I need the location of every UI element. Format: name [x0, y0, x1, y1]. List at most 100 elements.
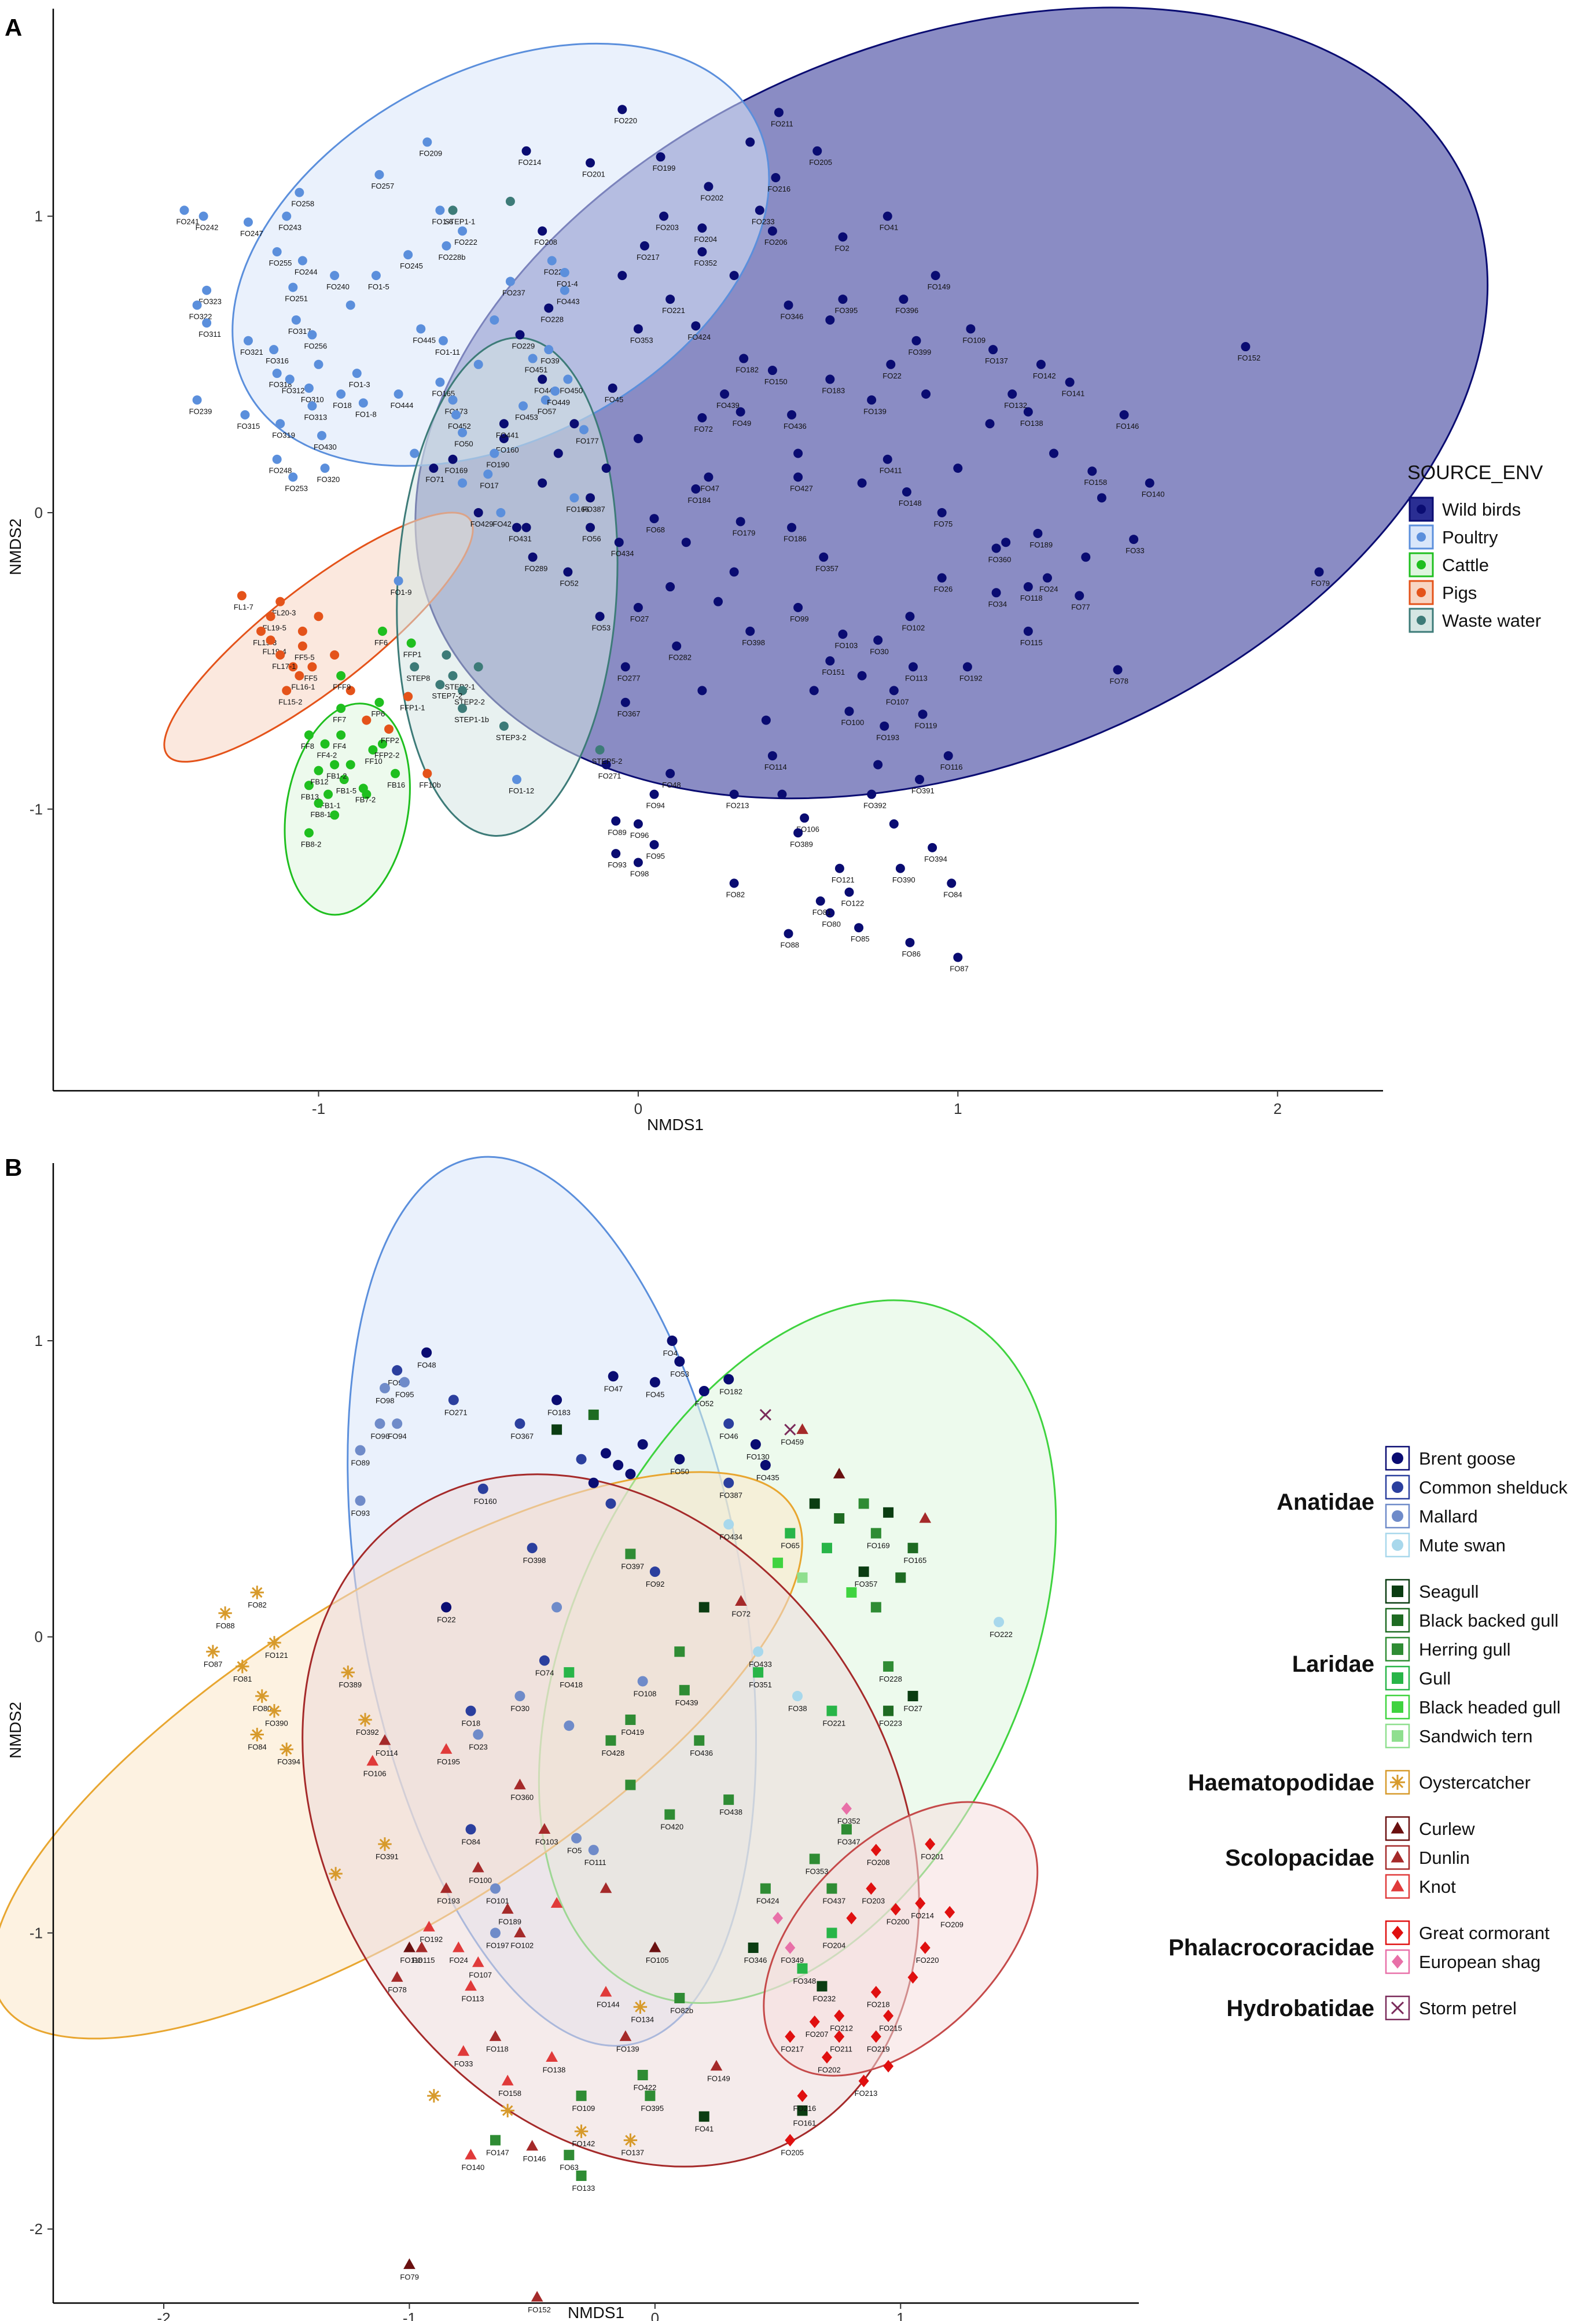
point-dunlin [919, 1512, 932, 1523]
point-fo141 [1065, 377, 1075, 387]
point-label: FO45 [646, 1391, 665, 1399]
point-fo48 [665, 768, 675, 778]
point-ffp1-1 [403, 691, 413, 701]
point-label: FB1-5 [336, 786, 356, 795]
point-label: FO86 [902, 950, 921, 958]
point-fo201 [586, 158, 595, 168]
point-fo209 [944, 1906, 955, 1919]
point-fo424 [760, 1883, 771, 1894]
point-fo443 [560, 285, 569, 295]
point-brent-goose [637, 1439, 648, 1450]
point-label: FO433 [749, 1660, 772, 1668]
point-fo75 [937, 507, 947, 517]
point-label: FO216 [767, 185, 790, 193]
point-fo147 [490, 2135, 501, 2146]
point-label: FO398 [523, 1556, 546, 1565]
point-wild-birds [521, 523, 531, 532]
point-label: FO439 [716, 401, 740, 410]
point-fo53 [595, 612, 605, 621]
point-pigs [330, 650, 340, 660]
point-wild-birds [777, 789, 787, 799]
point-fo353 [633, 324, 643, 334]
point-dunlin [600, 1882, 612, 1893]
point-wild-birds [665, 582, 675, 592]
point-fo217 [639, 241, 649, 251]
panel-a-ellipses [163, 6, 1489, 916]
legend-swatch-cattle [1417, 560, 1426, 569]
panel-a-letter: A [5, 14, 22, 41]
point-label: FO243 [278, 223, 301, 232]
legend-family-scolopacidae: Scolopacidae [1225, 1845, 1374, 1871]
point-label: FO23 [469, 1743, 488, 1752]
legend-swatch-poultry [1417, 532, 1426, 542]
point-fo18 [336, 389, 346, 399]
point-wild-birds [697, 686, 707, 696]
point-european-shag [773, 1912, 784, 1925]
point-fo84 [250, 1727, 264, 1742]
point-label: FO360 [988, 555, 1012, 564]
legend-key-black-headed-gull [1385, 1694, 1410, 1720]
point-fo33 [1129, 535, 1139, 545]
point-label: FF10 [365, 757, 382, 766]
point-fo22 [886, 359, 896, 369]
point-label: FO449 [547, 398, 570, 407]
point-fo116 [403, 1941, 415, 1952]
legend-label-waste-water: Waste water [1442, 610, 1541, 631]
point-label: FO221 [662, 306, 685, 315]
point-label: FF7 [333, 715, 346, 724]
point-fo434 [723, 1519, 734, 1530]
point-fo78 [1113, 665, 1123, 675]
point-herring-gull [674, 1646, 685, 1657]
point-fo245 [403, 250, 413, 260]
point-label: FO240 [326, 282, 350, 291]
point-label: FO353 [806, 1867, 829, 1875]
point-label: FO247 [240, 229, 263, 238]
point-label: FO146 [1116, 422, 1139, 431]
point-label: FF4-2 [317, 751, 337, 760]
point-fo85 [854, 923, 864, 933]
point-fo205 [812, 146, 822, 156]
point-fo193 [880, 721, 889, 731]
point-label: FO107 [886, 697, 909, 706]
point-label: FO82 [248, 1601, 267, 1609]
point-label: FO391 [376, 1852, 399, 1861]
point-mallard [551, 1602, 562, 1613]
point-label: FO78 [388, 1985, 407, 1994]
point-ff4-2 [320, 739, 330, 749]
point-label: FO184 [687, 496, 711, 505]
point-fo213 [729, 789, 739, 799]
point-fo195 [440, 1743, 453, 1754]
point-label: FO45 [605, 395, 624, 404]
point-label: FO389 [790, 840, 813, 848]
point-label: FO312 [282, 386, 305, 395]
point-label: FO321 [240, 348, 263, 356]
point-label: FO33 [454, 2059, 473, 2068]
point-fo248 [272, 454, 282, 464]
point-fo203 [659, 211, 669, 221]
point-label: FO151 [822, 668, 845, 676]
point-fo86 [905, 937, 915, 947]
point-wild-birds [857, 478, 867, 488]
point-brent-goose [613, 1459, 624, 1470]
point-fo139 [619, 2030, 632, 2042]
point-fl19-3 [256, 626, 266, 636]
point-label: FO121 [832, 876, 855, 884]
point-fo109 [966, 324, 976, 334]
point-ffp2-2 [377, 739, 387, 749]
point-fo22 [441, 1602, 452, 1613]
legend-swatch-common-shelduck [1392, 1481, 1403, 1493]
point-fo138 [546, 2051, 558, 2062]
point-fo80 [825, 908, 835, 918]
point-fo289 [528, 552, 538, 562]
point-fo89 [611, 816, 621, 826]
point-label: FO435 [756, 1473, 779, 1482]
point-fb8-2 [304, 828, 314, 838]
point-fo459 [784, 1424, 796, 1436]
point-label: FO38 [788, 1704, 807, 1713]
point-label: FO84 [462, 1837, 481, 1846]
point-label: FO190 [486, 460, 509, 469]
point-fo450 [563, 374, 573, 384]
point-step8 [410, 662, 420, 672]
point-fo209 [422, 137, 432, 147]
point-label: FO107 [469, 1971, 492, 1980]
